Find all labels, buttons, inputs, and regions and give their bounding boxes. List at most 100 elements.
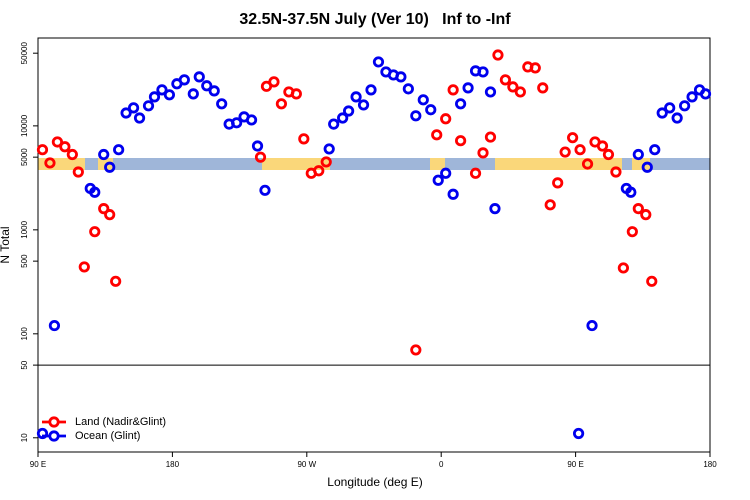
point xyxy=(440,113,452,125)
point xyxy=(641,161,653,173)
point xyxy=(656,107,668,119)
point xyxy=(365,84,377,96)
point xyxy=(110,275,122,287)
point xyxy=(231,117,243,129)
land-strip xyxy=(430,158,445,170)
point xyxy=(572,427,585,440)
point xyxy=(78,261,90,273)
plot-frame xyxy=(37,37,711,453)
point xyxy=(632,203,644,215)
point xyxy=(671,112,683,124)
land-strip xyxy=(632,158,650,170)
point xyxy=(529,62,541,74)
point xyxy=(610,166,622,178)
point xyxy=(187,88,199,100)
point xyxy=(686,91,698,103)
x-tick-label: 180 xyxy=(166,460,180,469)
point xyxy=(484,86,497,98)
point xyxy=(51,136,64,148)
point xyxy=(586,319,598,332)
point xyxy=(602,148,615,161)
point xyxy=(120,107,132,119)
point xyxy=(640,209,652,221)
y-tick-label: 500 xyxy=(20,254,29,268)
point xyxy=(268,76,280,88)
point xyxy=(48,319,61,332)
point xyxy=(89,226,101,238)
point xyxy=(113,144,125,156)
point xyxy=(417,94,429,106)
x-tick-label: 0 xyxy=(439,460,444,469)
point xyxy=(337,112,349,124)
y-tick-label: 50000 xyxy=(20,42,29,65)
point xyxy=(507,81,519,93)
y-axis-label: N Total xyxy=(0,226,12,263)
point xyxy=(328,118,340,130)
point xyxy=(98,148,110,161)
chart-title: 32.5N-37.5N July (Ver 10) Inf to -Inf xyxy=(239,11,511,28)
land-strip xyxy=(262,158,330,170)
point xyxy=(350,91,362,103)
point xyxy=(298,133,310,145)
y-tick-label: 5000 xyxy=(20,148,29,166)
point xyxy=(632,148,644,161)
point xyxy=(36,427,49,440)
point xyxy=(431,129,443,141)
y-tick-label: 100 xyxy=(20,327,29,341)
point xyxy=(372,56,385,68)
point xyxy=(275,98,288,110)
point xyxy=(323,143,335,155)
point xyxy=(251,140,264,152)
point xyxy=(410,344,422,356)
legend-swatch xyxy=(48,430,60,442)
x-tick-label: 90 W xyxy=(297,460,316,469)
point xyxy=(320,156,332,168)
legend-label: Ocean (Glint) xyxy=(75,430,140,442)
y-tick-label: 10 xyxy=(20,433,29,442)
y-tick-label: 1000 xyxy=(20,220,29,238)
point xyxy=(425,104,437,116)
point xyxy=(142,100,155,112)
point xyxy=(208,85,220,97)
point xyxy=(462,82,474,94)
point xyxy=(259,184,271,196)
point xyxy=(514,86,526,98)
point xyxy=(447,84,459,96)
point xyxy=(492,49,504,61)
point xyxy=(410,110,422,122)
point xyxy=(537,82,549,94)
point xyxy=(148,91,161,103)
point xyxy=(552,177,564,189)
point xyxy=(455,98,467,110)
point xyxy=(617,262,629,274)
point xyxy=(484,131,497,143)
point xyxy=(646,275,658,287)
x-tick-label: 180 xyxy=(703,460,717,469)
point xyxy=(625,186,637,198)
point xyxy=(432,174,444,186)
point xyxy=(193,71,205,83)
point xyxy=(178,74,190,86)
point xyxy=(104,161,116,173)
legend-label: Land (Nadir&Glint) xyxy=(75,416,166,428)
point xyxy=(36,144,49,156)
x-tick-label: 90 E xyxy=(30,460,46,469)
point xyxy=(626,226,638,238)
point xyxy=(596,140,609,152)
point xyxy=(89,186,101,198)
point xyxy=(66,148,78,161)
point xyxy=(559,146,571,158)
point xyxy=(127,102,140,114)
point xyxy=(156,84,168,96)
point xyxy=(245,114,258,126)
point xyxy=(104,209,116,221)
point xyxy=(649,144,661,156)
point xyxy=(254,151,267,163)
point xyxy=(469,167,482,179)
point xyxy=(581,158,594,170)
point xyxy=(343,105,355,117)
point xyxy=(133,112,146,124)
point xyxy=(402,83,414,95)
point xyxy=(664,102,676,114)
